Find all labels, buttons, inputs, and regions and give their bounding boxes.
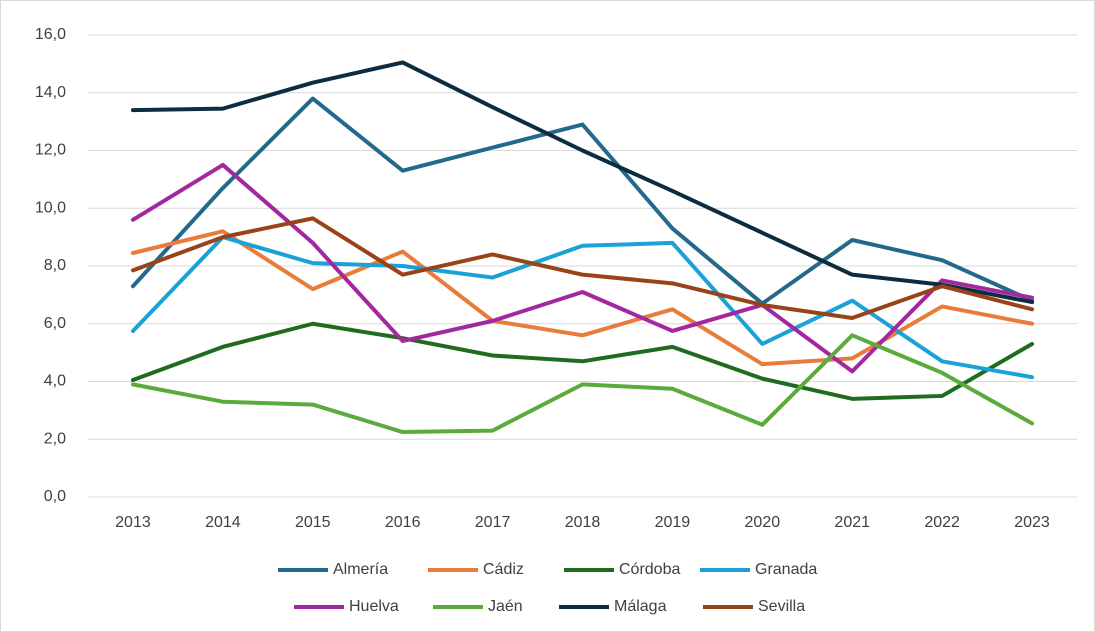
series-line [130, 216, 1035, 320]
series-line [130, 162, 1035, 374]
series-line [130, 60, 1035, 305]
legend-label: Almería [333, 561, 388, 578]
series-line [130, 235, 1035, 380]
x-tick-label: 2021 [834, 514, 870, 531]
legend-label: Jaén [488, 598, 523, 615]
y-tick-label: 16,0 [35, 26, 66, 43]
legend-label: Huelva [349, 598, 399, 615]
x-tick-label: 2020 [745, 514, 781, 531]
legend-label: Córdoba [619, 561, 680, 578]
legend-label: Granada [755, 561, 817, 578]
y-tick-label: 14,0 [35, 84, 66, 101]
y-tick-label: 6,0 [44, 315, 66, 332]
legend-label: Málaga [614, 598, 667, 615]
x-tick-label: 2016 [385, 514, 421, 531]
x-tick-label: 2019 [655, 514, 691, 531]
x-tick-label: 2018 [565, 514, 601, 531]
y-tick-label: 2,0 [44, 430, 66, 447]
y-tick-label: 4,0 [44, 373, 66, 390]
x-tick-label: 2023 [1014, 514, 1050, 531]
x-tick-label: 2017 [475, 514, 511, 531]
x-tick-label: 2015 [295, 514, 331, 531]
y-tick-label: 8,0 [44, 257, 66, 274]
x-tick-label: 2022 [924, 514, 960, 531]
y-tick-label: 10,0 [35, 199, 66, 216]
legend-label: Sevilla [758, 598, 805, 615]
series-line [130, 333, 1035, 435]
legend-label: Cádiz [483, 561, 524, 578]
y-tick-label: 12,0 [35, 142, 66, 159]
y-tick-label: 0,0 [44, 488, 66, 505]
series-line [130, 321, 1035, 401]
x-tick-label: 2013 [115, 514, 151, 531]
series-line [130, 96, 1035, 306]
x-tick-label: 2014 [205, 514, 241, 531]
